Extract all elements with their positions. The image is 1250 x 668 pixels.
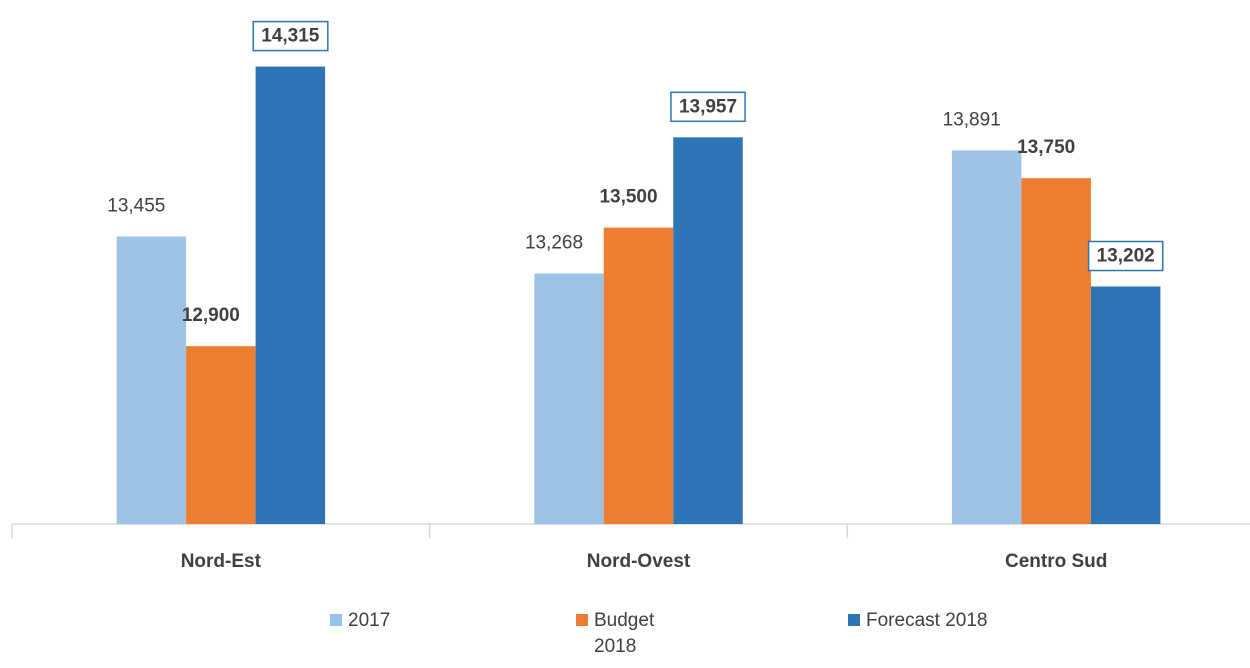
bar [1090,286,1161,524]
bar [951,150,1022,525]
data-label: 13,500 [599,187,657,208]
legend-item: Forecast 2018 [848,608,1066,634]
data-label: 14,315 [261,26,320,47]
legend-label: 2017 [348,610,391,631]
legend-swatch [848,614,860,626]
data-label: 13,202 [1097,246,1155,267]
bar [255,66,326,524]
legend-item: Budget 2018 [576,608,694,660]
bar [1021,178,1091,524]
legend-label: Forecast 2018 [866,610,988,631]
data-label: 13,891 [943,109,1001,130]
data-label-box [1087,240,1164,272]
data-label: 13,455 [107,196,165,217]
bar [116,236,187,524]
data-label-box [670,91,746,123]
x-tick-label: Nord-Est [181,551,262,572]
data-label: 13,268 [525,232,583,253]
bar [534,273,604,524]
bar [186,346,256,524]
data-label: 13,957 [679,96,737,117]
legend-swatch [576,614,588,626]
data-label: 12,900 [182,305,240,326]
data-label-box [252,20,329,52]
data-label: 13,750 [1017,137,1075,158]
x-tick-label: Nord-Ovest [587,551,691,572]
legend-swatch [330,614,342,626]
legend-item: 2017 [330,608,448,634]
x-tick-label: Centro Sud [1005,551,1107,572]
legend-label: Budget 2018 [594,610,655,657]
bar [673,137,743,524]
bar [603,227,674,524]
